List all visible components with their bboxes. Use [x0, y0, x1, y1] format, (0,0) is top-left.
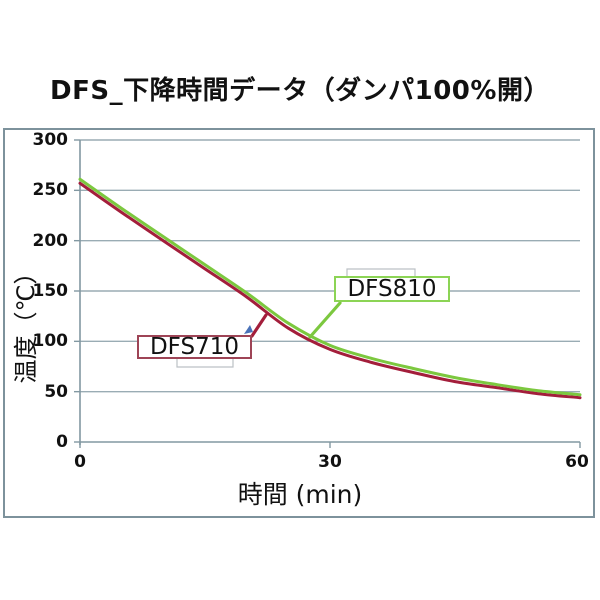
x-tick-label-30: 30 — [318, 452, 342, 472]
series-label-dfs810: DFS810 — [334, 276, 450, 302]
y-axis-title: 温度（℃） — [12, 260, 40, 384]
leader-marker-blue — [244, 325, 253, 334]
chart-title: DFS_下降時間データ（ダンパ100%開） — [50, 76, 550, 106]
x-tick-label-0: 0 — [74, 452, 86, 472]
y-tick-label-0: 0 — [56, 432, 68, 452]
y-tick-label-50: 50 — [44, 381, 68, 402]
series-label-dfs710: DFS710 — [137, 335, 252, 359]
bracket-dfs710 — [176, 359, 234, 368]
y-tick-label-300: 300 — [32, 130, 69, 150]
y-tick-label-100: 100 — [32, 331, 69, 352]
leader-line-dfs710 — [250, 313, 268, 338]
y-tick-label-250: 250 — [32, 180, 69, 201]
x-axis-title: 時間 (min) — [237, 480, 363, 509]
leader-line-dfs810 — [308, 301, 342, 339]
series-curve-dfs710 — [78, 181, 582, 400]
x-tick-label-60: 60 — [565, 452, 589, 472]
bracket-dfs810 — [346, 268, 416, 277]
series-curve-dfs810 — [78, 177, 582, 397]
y-tick-label-200: 200 — [32, 230, 69, 251]
y-tick-label-150: 150 — [32, 281, 69, 301]
